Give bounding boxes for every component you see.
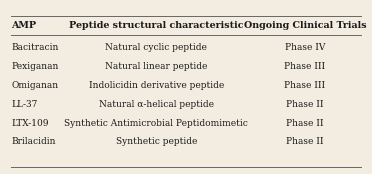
Text: Natural linear peptide: Natural linear peptide: [105, 62, 208, 71]
Text: Phase III: Phase III: [285, 62, 326, 71]
Text: Phase IV: Phase IV: [285, 43, 325, 52]
Text: Bacitracin: Bacitracin: [11, 43, 58, 52]
Text: Omiganan: Omiganan: [11, 81, 58, 90]
Text: LTX-109: LTX-109: [11, 118, 49, 128]
Text: Synthetic peptide: Synthetic peptide: [116, 137, 197, 146]
Text: Phase II: Phase II: [286, 137, 324, 146]
Text: Synthetic Antimicrobial Peptidomimetic: Synthetic Antimicrobial Peptidomimetic: [64, 118, 248, 128]
Text: LL-37: LL-37: [11, 100, 38, 109]
Text: Indolicidin derivative peptide: Indolicidin derivative peptide: [89, 81, 224, 90]
Text: Phase III: Phase III: [285, 81, 326, 90]
Text: AMP: AMP: [11, 21, 36, 30]
Text: Pexiganan: Pexiganan: [11, 62, 58, 71]
Text: Brilacidin: Brilacidin: [11, 137, 56, 146]
Text: Ongoing Clinical Trials: Ongoing Clinical Trials: [244, 21, 366, 30]
Text: Peptide structural characteristic: Peptide structural characteristic: [69, 21, 244, 30]
Text: Natural cyclic peptide: Natural cyclic peptide: [105, 43, 207, 52]
Text: Phase II: Phase II: [286, 100, 324, 109]
Text: Natural α-helical peptide: Natural α-helical peptide: [99, 100, 214, 109]
Text: Phase II: Phase II: [286, 118, 324, 128]
